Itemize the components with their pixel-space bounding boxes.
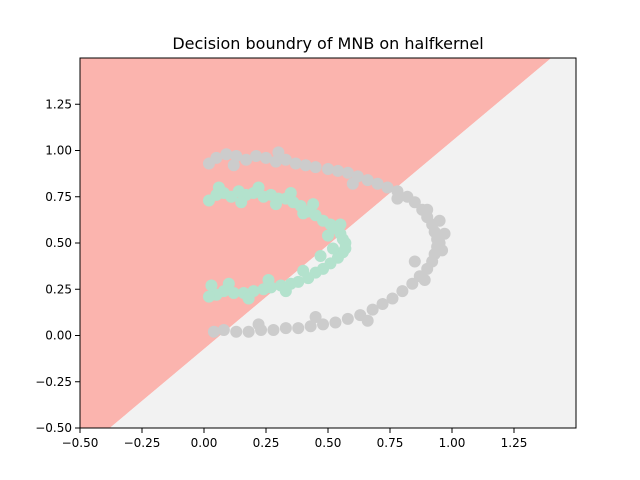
- data-point-series1-17: [371, 177, 384, 190]
- data-point-series0-40: [212, 181, 225, 194]
- data-point-series0-42: [252, 181, 265, 194]
- y-tick-label: 1.25: [45, 97, 72, 111]
- data-point-series0-45: [307, 198, 320, 211]
- data-point-series0-35: [227, 286, 240, 299]
- y-tick-label: −0.25: [35, 375, 72, 389]
- data-point-series1-30: [421, 262, 434, 275]
- data-point-series1-59: [361, 314, 374, 327]
- data-point-series1-46: [242, 325, 255, 338]
- data-point-series1-39: [329, 316, 342, 329]
- x-tick-label: −0.25: [124, 436, 161, 450]
- data-point-series1-41: [304, 320, 317, 333]
- data-point-series0-43: [269, 198, 282, 211]
- y-tick-label: 1.00: [45, 144, 72, 158]
- y-tick-label: 0.25: [45, 282, 72, 296]
- data-point-series1-47: [230, 325, 243, 338]
- scatter-points: [202, 146, 451, 338]
- data-point-series1-57: [272, 146, 285, 159]
- data-point-series1-52: [438, 227, 451, 240]
- data-point-series1-5: [250, 150, 263, 163]
- y-tick-label: 0.50: [45, 236, 72, 250]
- data-point-series1-62: [408, 255, 421, 268]
- data-point-series0-38: [202, 290, 215, 303]
- data-point-series1-51: [433, 214, 446, 227]
- data-point-series0-55: [297, 207, 310, 220]
- data-point-series1-9: [289, 157, 302, 170]
- data-point-series1-40: [317, 318, 330, 331]
- data-point-series1-60: [309, 311, 322, 323]
- data-point-series1-35: [376, 298, 389, 311]
- data-point-series0-49: [314, 249, 327, 262]
- data-point-series1-18: [381, 181, 394, 194]
- data-point-series1-48: [217, 323, 230, 336]
- data-point-series1-7: [269, 155, 282, 168]
- data-point-series1-6: [260, 151, 272, 164]
- data-point-series1-3: [230, 150, 243, 163]
- data-point-series1-54: [418, 274, 431, 286]
- data-point-series1-49: [207, 325, 220, 338]
- x-axis-ticks: −0.50 −0.25 0.00 0.25 0.50 0.75 1.00 1.25: [62, 428, 528, 450]
- data-point-series0-32: [257, 283, 270, 296]
- data-point-series1-14: [341, 166, 354, 179]
- data-point-series0-41: [235, 196, 248, 209]
- data-point-series0-48: [334, 218, 347, 231]
- data-point-series1-12: [322, 163, 334, 175]
- data-point-series1-8: [279, 153, 292, 166]
- data-point-series0-50: [297, 264, 310, 277]
- x-tick-label: 0.75: [377, 436, 404, 450]
- data-point-series1-33: [396, 285, 409, 298]
- data-point-series1-4: [240, 153, 253, 166]
- data-point-series1-21: [408, 196, 421, 209]
- data-point-series1-50: [421, 203, 434, 216]
- chart-title: Decision boundry of MNB on halfkernel: [172, 34, 483, 53]
- y-tick-label: 0.00: [45, 329, 72, 343]
- data-point-series0-53: [242, 292, 255, 305]
- data-point-series1-63: [433, 237, 446, 249]
- data-point-series1-58: [227, 159, 240, 172]
- data-point-series0-52: [262, 274, 275, 286]
- data-point-series0-54: [222, 277, 235, 290]
- y-tick-label: 0.75: [45, 190, 72, 204]
- decision-regions: [80, 58, 576, 428]
- data-point-series1-32: [406, 277, 419, 290]
- data-point-series1-11: [309, 161, 322, 174]
- data-point-series1-44: [267, 323, 280, 336]
- data-point-series1-43: [279, 322, 292, 335]
- data-point-series0-47: [326, 242, 339, 255]
- x-tick-label: 1.25: [501, 436, 528, 450]
- data-point-series1-38: [341, 312, 354, 325]
- x-tick-label: 1.00: [439, 436, 466, 450]
- data-point-series0-51: [279, 285, 292, 298]
- data-point-series1-2: [220, 148, 233, 161]
- data-point-series1-56: [346, 177, 359, 190]
- y-axis-ticks: −0.50 −0.25 0.00 0.25 0.50 0.75 1.00 1.25: [35, 97, 80, 435]
- decision-region-upper-left: [80, 58, 552, 428]
- data-point-series1-36: [366, 303, 379, 316]
- data-point-series1-13: [331, 164, 344, 177]
- data-point-series1-34: [386, 292, 399, 305]
- data-point-series1-61: [252, 318, 265, 331]
- x-tick-label: 0.50: [315, 436, 342, 450]
- x-tick-label: −0.50: [62, 436, 99, 450]
- data-point-series1-16: [361, 174, 374, 187]
- data-point-series1-42: [292, 322, 305, 335]
- data-point-series0-39: [205, 279, 218, 292]
- x-tick-label: 0.25: [253, 436, 280, 450]
- data-point-series0-46: [322, 229, 334, 242]
- x-tick-label: 0.00: [191, 436, 218, 450]
- data-point-series1-55: [391, 192, 404, 205]
- data-point-series1-1: [210, 151, 223, 164]
- y-tick-label: −0.50: [35, 421, 72, 435]
- data-point-series0-44: [284, 187, 297, 200]
- data-point-series1-10: [299, 159, 312, 172]
